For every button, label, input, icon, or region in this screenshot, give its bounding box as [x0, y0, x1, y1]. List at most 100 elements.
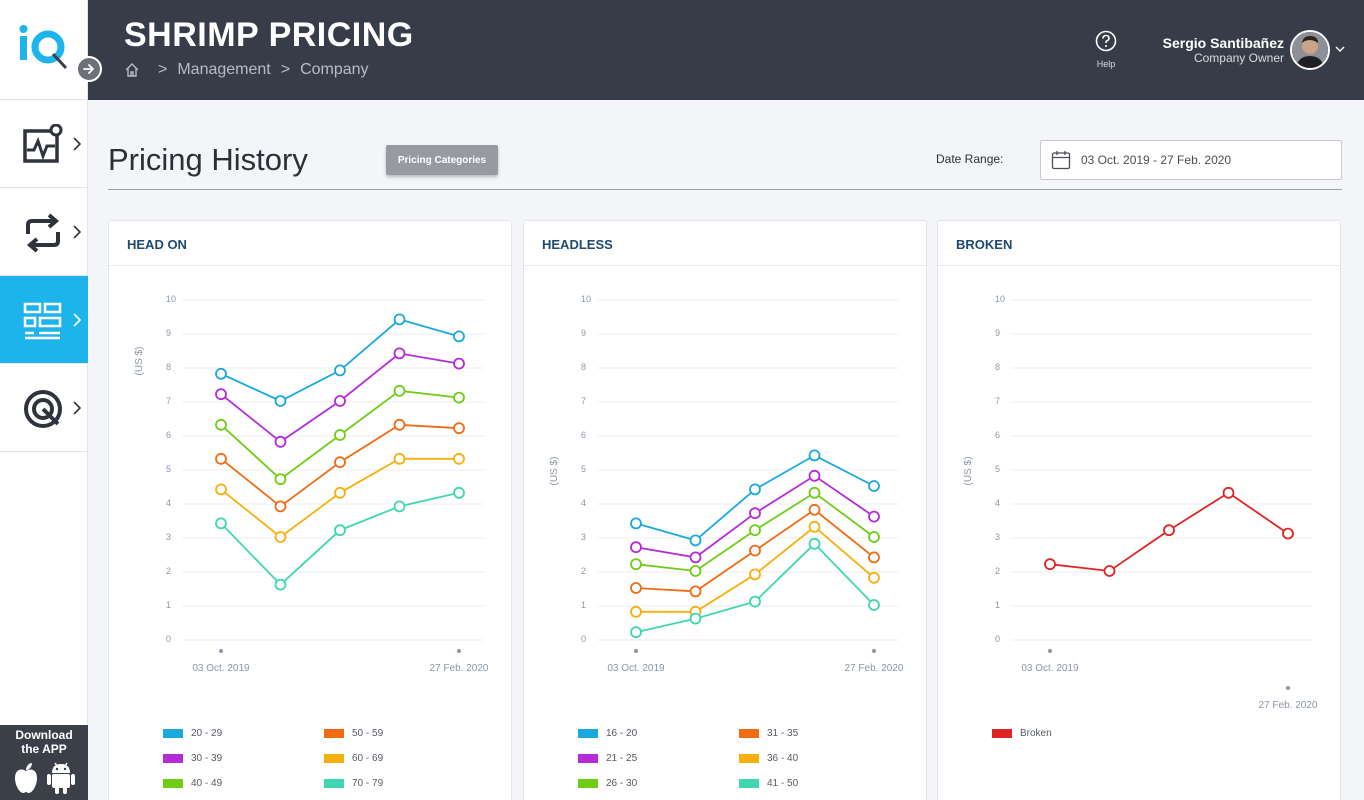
date-range-label: Date Range:: [936, 152, 1004, 166]
data-point: [868, 510, 880, 523]
data-point: [274, 395, 287, 407]
data-point: [749, 483, 761, 496]
y-tick-label: 1: [166, 600, 171, 610]
data-point: [749, 544, 761, 557]
x-tick-label: 03 Oct. 2019: [192, 663, 250, 674]
legend-label: 40 - 49: [191, 778, 223, 789]
breadcrumb-separator: >: [158, 61, 168, 78]
data-point: [808, 449, 821, 462]
data-point: [334, 429, 346, 441]
data-point: [808, 469, 821, 482]
x-tick-mark: [1286, 686, 1290, 690]
user-avatar-icon: [1292, 32, 1328, 68]
legend-item[interactable]: 36 - 40: [739, 753, 798, 764]
y-tick-label: 2: [581, 566, 586, 576]
legend-item[interactable]: 40 - 49: [163, 778, 222, 789]
legend-item[interactable]: Broken: [992, 728, 1052, 739]
series-line: [220, 491, 460, 586]
legend-swatch: [739, 729, 759, 738]
user-name[interactable]: Sergio Santibañez: [1162, 35, 1284, 51]
data-point: [393, 384, 406, 397]
data-point: [689, 612, 702, 625]
android-icon[interactable]: [46, 761, 76, 795]
data-point: [453, 486, 465, 499]
sidebar-item-analytics[interactable]: [0, 100, 88, 188]
legend-label: 20 - 29: [191, 728, 223, 739]
pricing-categories-button[interactable]: Pricing Categories: [386, 145, 498, 175]
y-tick-label: 10: [166, 294, 176, 304]
chevron-right-icon: [73, 225, 82, 239]
sidebar-item-settings[interactable]: [0, 364, 88, 452]
download-app-panel[interactable]: Download the APP: [0, 725, 88, 800]
data-point: [689, 585, 702, 598]
expand-sidebar-button[interactable]: [76, 56, 102, 82]
breadcrumb-separator: >: [280, 61, 291, 78]
y-tick-label: 6: [581, 430, 586, 440]
chevron-down-icon[interactable]: [1334, 44, 1346, 54]
legend-item[interactable]: 41 - 50: [739, 778, 798, 789]
breadcrumb-item-company[interactable]: Company: [300, 61, 369, 78]
head-on-chart: 0 1 2 3 4 5 6 7 8 9 10 (US $) 03 Oct. 2019 27 Feb. 20…: [134, 294, 489, 674]
card-headless: HEADLESS 0 1 2 3 4 5 6 7 8 9 10 (US $) 03 Oct. 2019 2…: [523, 220, 927, 800]
legend-item[interactable]: 50 - 59: [324, 728, 383, 739]
legend-item[interactable]: 26 - 30: [578, 778, 637, 789]
breadcrumb-item-management[interactable]: Management: [177, 61, 271, 78]
y-tick-label: 8: [995, 362, 1000, 372]
y-tick-label: 9: [995, 328, 1000, 338]
data-point: [630, 517, 642, 530]
data-point: [334, 395, 346, 407]
download-label-line-1: Download: [15, 728, 73, 742]
legend-label: 26 - 30: [606, 778, 638, 789]
x-tick-mark: [1048, 649, 1052, 653]
y-tick-label: 2: [995, 566, 1000, 576]
data-point: [215, 418, 227, 431]
data-point: [868, 571, 880, 584]
legend-label: Broken: [1020, 728, 1052, 739]
data-point: [215, 367, 227, 380]
legend-swatch: [324, 779, 344, 788]
legend-item[interactable]: 31 - 35: [739, 728, 798, 739]
legend-label: 31 - 35: [767, 728, 799, 739]
legend-swatch: [578, 779, 598, 788]
x-tick-label: 03 Oct. 2019: [1021, 663, 1079, 674]
data-point: [334, 486, 346, 499]
sidebar-item-dashboard[interactable]: [0, 276, 88, 364]
data-point: [868, 599, 880, 611]
data-point: [274, 578, 287, 591]
chevron-right-icon: [73, 401, 82, 415]
y-tick-label: 7: [581, 396, 586, 406]
broken-legend: Broken: [938, 721, 1340, 800]
card-divider: [938, 265, 1340, 266]
legend-label: 21 - 25: [606, 753, 638, 764]
data-point: [453, 330, 465, 343]
data-point: [630, 605, 642, 618]
sidebar-item-sync[interactable]: [0, 188, 88, 276]
help-button[interactable]: Help: [1092, 30, 1120, 69]
avatar[interactable]: [1290, 30, 1330, 70]
legend-item[interactable]: 16 - 20: [578, 728, 637, 739]
x-tick-label: 27 Feb. 2020: [1259, 700, 1318, 711]
date-range-input[interactable]: 03 Oct. 2019 - 27 Feb. 2020: [1040, 140, 1342, 180]
legend-swatch: [739, 779, 759, 788]
data-point: [453, 391, 465, 404]
y-tick-label: 3: [995, 532, 1000, 542]
y-tick-label: 9: [166, 328, 171, 338]
legend-item[interactable]: 60 - 69: [324, 753, 383, 764]
sync-icon: [26, 213, 60, 253]
chart-title: BROKEN: [956, 237, 1013, 252]
legend-label: 70 - 79: [352, 778, 384, 789]
headless-chart: 0 1 2 3 4 5 6 7 8 9 10 (US $) 03 Oct. 2019 27 Feb. 20…: [549, 294, 904, 674]
page-title: Pricing History: [108, 142, 308, 177]
data-point: [334, 456, 346, 469]
data-point: [453, 422, 465, 435]
legend-item[interactable]: 70 - 79: [324, 778, 383, 789]
apple-icon[interactable]: [12, 762, 40, 794]
app-logo[interactable]: [0, 0, 88, 100]
x-tick-mark: [634, 649, 638, 653]
legend-item[interactable]: 21 - 25: [578, 753, 637, 764]
home-icon[interactable]: [124, 62, 140, 78]
data-point: [215, 388, 227, 401]
legend-item[interactable]: 20 - 29: [163, 728, 222, 739]
legend-item[interactable]: 30 - 39: [163, 753, 222, 764]
data-point: [393, 418, 406, 431]
